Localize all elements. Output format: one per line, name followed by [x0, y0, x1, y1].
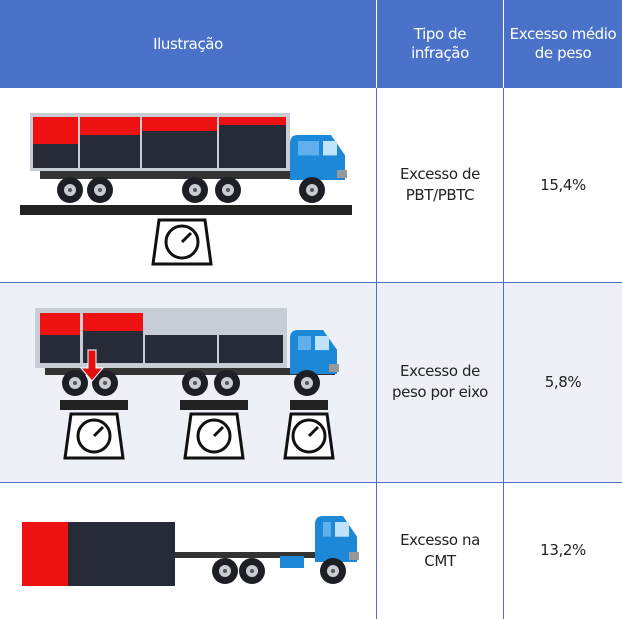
type-cell: Excesso de PBT/PBTC: [400, 165, 480, 204]
scale-needle: [180, 231, 193, 244]
header-cell: Ilustração: [153, 34, 223, 53]
platform: [20, 205, 352, 215]
hub-center: [193, 188, 197, 192]
excess: [40, 313, 80, 335]
hub-center: [68, 188, 72, 192]
cab-door: [298, 336, 311, 351]
scale-needle: [307, 425, 320, 438]
tank: [280, 556, 304, 568]
load: [219, 335, 283, 363]
cab-door: [298, 141, 319, 156]
scale-needle: [92, 425, 105, 438]
chassis: [175, 552, 325, 558]
load: [145, 335, 217, 363]
hub-center: [250, 569, 254, 573]
load: [219, 117, 286, 168]
hub-center: [331, 569, 335, 573]
cab-window: [323, 141, 337, 156]
value-cell: 5,8%: [544, 372, 582, 391]
cab-door: [323, 522, 331, 537]
cab-window: [335, 522, 349, 537]
platform: [60, 400, 128, 410]
bumper: [329, 364, 339, 372]
hub-center: [305, 381, 309, 385]
bumper: [337, 170, 347, 178]
excess: [219, 117, 286, 125]
header-cell: Tipo de infração: [411, 25, 469, 62]
header-bg: [0, 0, 622, 88]
excess: [22, 522, 68, 586]
excess: [33, 117, 78, 144]
hub-center: [103, 381, 107, 385]
header-cell: Excesso médio de peso: [509, 25, 617, 62]
hub-center: [310, 188, 314, 192]
arrow: [79, 349, 105, 382]
load: [68, 522, 175, 586]
cab-window: [315, 336, 329, 351]
excess: [80, 117, 140, 135]
hub-center: [226, 188, 230, 192]
platform: [290, 400, 328, 410]
scale-needle: [212, 425, 225, 438]
hub-center: [223, 569, 227, 573]
excess: [83, 313, 143, 331]
bumper: [349, 552, 359, 560]
value-cell: 15,4%: [540, 175, 586, 194]
value-cell: 13,2%: [540, 541, 586, 559]
type-cell: Excesso na CMT: [400, 530, 480, 570]
type-cell: Excesso de peso por eixo: [392, 362, 488, 401]
hub-center: [193, 381, 197, 385]
chassis: [40, 171, 340, 179]
platform: [180, 400, 248, 410]
hub-center: [225, 381, 229, 385]
hub-center: [73, 381, 77, 385]
hub-center: [98, 188, 102, 192]
excess: [142, 117, 217, 131]
